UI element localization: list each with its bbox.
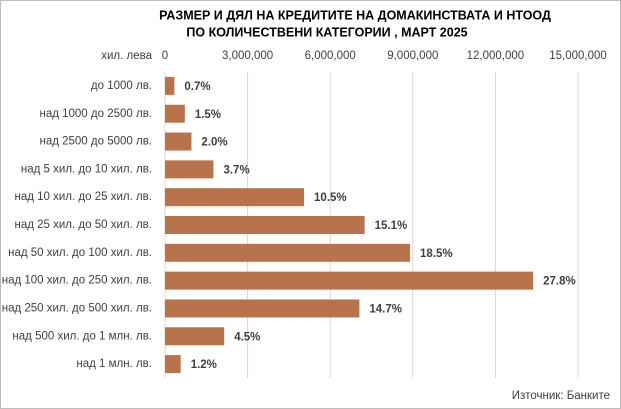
bar xyxy=(165,327,225,346)
bar xyxy=(165,271,534,290)
bar xyxy=(165,104,185,123)
y-tick-label: над 10 хил. до 25 хил. лв. xyxy=(15,191,153,203)
x-tick-label: 9,000,000 xyxy=(387,50,438,62)
value-label: 15.1% xyxy=(375,220,408,232)
y-tick-label: над 1000 до 2500 лв. xyxy=(39,108,152,120)
value-label: 14.7% xyxy=(369,303,402,315)
y-tick-label: над 5 хил. до 10 хил. лв. xyxy=(21,163,152,175)
bar xyxy=(165,132,192,151)
value-label: 27.8% xyxy=(543,276,576,288)
y-tick-label: над 100 хил. до 250 хил. лв. xyxy=(2,275,152,287)
y-tick-label: над 50 хил. до 100 хил. лв. xyxy=(8,247,152,259)
y-tick-label: над 1 млн. лв. xyxy=(76,358,152,370)
bar xyxy=(165,299,360,318)
value-label: 4.5% xyxy=(234,331,260,343)
value-label: 10.5% xyxy=(314,192,347,204)
bar xyxy=(165,160,214,179)
chart-title: РАЗМЕР И ДЯЛ НА КРЕДИТИТЕ НА ДОМАКИНСТВА… xyxy=(159,8,551,22)
x-tick-label: 6,000,000 xyxy=(305,50,356,62)
value-label: 1.2% xyxy=(191,359,217,371)
value-label: 1.5% xyxy=(195,109,221,121)
bar xyxy=(165,188,305,207)
axis-label: хил. лева xyxy=(101,50,152,62)
y-tick-label: над 25 хил. до 50 хил. лв. xyxy=(15,219,153,231)
x-tick-label: 12,000,000 xyxy=(467,50,525,62)
y-tick-label: над 500 хил. до 1 млн. лв. xyxy=(12,330,152,342)
bar xyxy=(165,243,411,262)
value-label: 2.0% xyxy=(201,137,227,149)
value-label: 18.5% xyxy=(420,248,453,260)
bar xyxy=(165,76,175,95)
bar xyxy=(165,216,365,234)
x-tick-label: 15,000,000 xyxy=(549,50,607,62)
source: Източник: Банките xyxy=(512,390,610,402)
x-tick-label: 0 xyxy=(162,50,168,62)
value-label: 3.7% xyxy=(223,164,249,176)
x-tick-label: 3,000,000 xyxy=(222,50,273,62)
y-tick-label: над 2500 до 5000 лв. xyxy=(39,136,152,148)
y-tick-label: до 1000 лв. xyxy=(91,80,152,92)
y-tick-label: над 250 хил. до 500 хил. лв. xyxy=(2,302,152,314)
value-label: 0.7% xyxy=(184,81,210,93)
bar xyxy=(165,355,181,374)
chart-subtitle: ПО КОЛИЧЕСТВЕНИ КАТЕГОРИИ , МАРТ 2025 xyxy=(186,25,467,39)
